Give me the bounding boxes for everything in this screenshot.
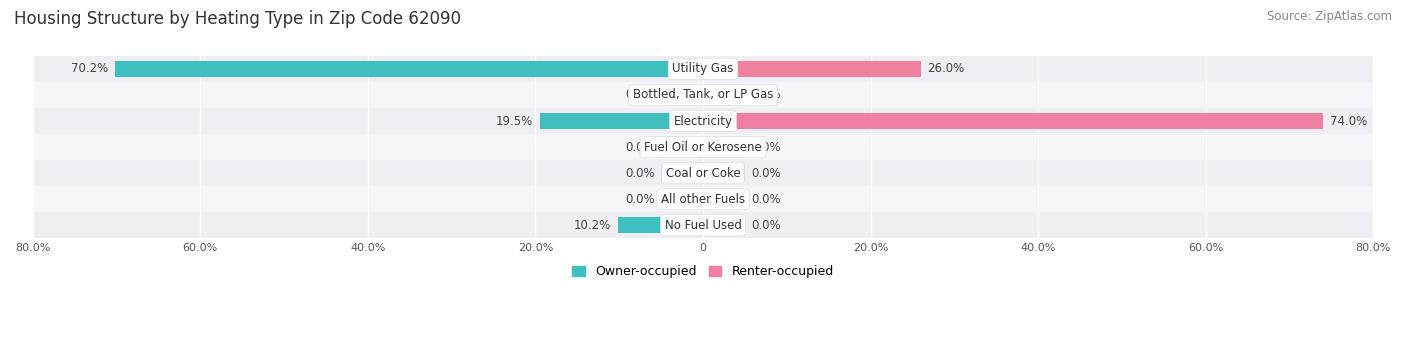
Bar [661, 165, 703, 181]
Text: 10.2%: 10.2% [574, 219, 610, 232]
Bar [540, 113, 703, 129]
Text: No Fuel Used: No Fuel Used [665, 219, 741, 232]
Text: 0.0%: 0.0% [752, 167, 782, 180]
Bar [703, 113, 1323, 129]
Bar [703, 61, 921, 77]
Text: All other Fuels: All other Fuels [661, 193, 745, 206]
Bar [32, 134, 1374, 160]
Bar [32, 56, 1374, 82]
Text: 0.0%: 0.0% [624, 167, 654, 180]
Text: 0.0%: 0.0% [752, 219, 782, 232]
Text: Coal or Coke: Coal or Coke [665, 167, 741, 180]
Text: 19.5%: 19.5% [496, 115, 533, 128]
Text: 0.0%: 0.0% [752, 89, 782, 102]
Bar [661, 191, 703, 207]
Text: Bottled, Tank, or LP Gas: Bottled, Tank, or LP Gas [633, 89, 773, 102]
Text: Source: ZipAtlas.com: Source: ZipAtlas.com [1267, 10, 1392, 23]
Bar [703, 139, 745, 155]
Text: 0.0%: 0.0% [752, 140, 782, 153]
Text: 70.2%: 70.2% [70, 62, 108, 75]
Bar [703, 165, 745, 181]
Text: Fuel Oil or Kerosene: Fuel Oil or Kerosene [644, 140, 762, 153]
Text: Utility Gas: Utility Gas [672, 62, 734, 75]
Bar [661, 87, 703, 103]
Text: 0.0%: 0.0% [624, 140, 654, 153]
Bar [32, 186, 1374, 212]
Text: Housing Structure by Heating Type in Zip Code 62090: Housing Structure by Heating Type in Zip… [14, 10, 461, 28]
Bar [32, 160, 1374, 186]
Bar [115, 61, 703, 77]
Text: 26.0%: 26.0% [928, 62, 965, 75]
Text: 0.0%: 0.0% [624, 89, 654, 102]
Bar [32, 212, 1374, 238]
Legend: Owner-occupied, Renter-occupied: Owner-occupied, Renter-occupied [568, 260, 838, 283]
Bar [703, 87, 745, 103]
Bar [703, 217, 745, 233]
Text: 0.0%: 0.0% [752, 193, 782, 206]
Bar [32, 108, 1374, 134]
Text: 74.0%: 74.0% [1330, 115, 1367, 128]
Bar [617, 217, 703, 233]
Bar [32, 82, 1374, 108]
Bar [703, 191, 745, 207]
Text: 0.0%: 0.0% [624, 193, 654, 206]
Bar [661, 139, 703, 155]
Text: Electricity: Electricity [673, 115, 733, 128]
